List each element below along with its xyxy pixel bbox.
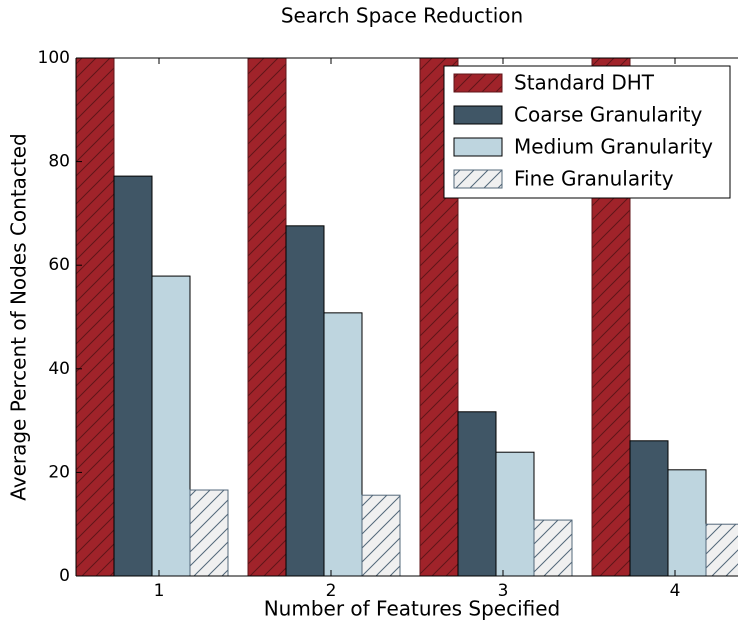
legend-label: Medium Granularity <box>514 135 713 159</box>
legend-swatch <box>453 105 503 125</box>
legend-swatch <box>453 169 503 189</box>
chart-title: Search Space Reduction <box>281 4 523 28</box>
legend-swatch <box>453 73 503 93</box>
legend-label: Coarse Granularity <box>514 103 703 127</box>
y-axis-label: Average Percent of Nodes Contacted <box>7 133 31 501</box>
legend-label: Standard DHT <box>514 71 655 95</box>
bar <box>495 451 535 576</box>
y-tick-label: 20 <box>48 462 70 482</box>
bar <box>113 175 153 576</box>
y-tick-label: 40 <box>48 359 70 379</box>
bar <box>151 275 191 576</box>
bar <box>285 225 325 576</box>
bar <box>705 523 738 576</box>
bar <box>76 58 115 576</box>
bar <box>667 469 707 576</box>
y-tick-label: 100 <box>38 48 70 68</box>
bar <box>247 58 287 576</box>
bar <box>629 440 669 576</box>
bar <box>189 489 229 576</box>
bar <box>361 494 401 576</box>
bar <box>533 519 573 576</box>
x-tick-label: 1 <box>154 581 165 601</box>
x-tick-label: 2 <box>326 581 337 601</box>
bar <box>323 312 363 576</box>
x-tick-label: 4 <box>670 581 681 601</box>
legend-label: Fine Granularity <box>514 167 674 191</box>
y-tick-label: 60 <box>48 255 70 275</box>
legend-swatch <box>453 137 503 157</box>
x-axis-label: Number of Features Specified <box>264 597 561 621</box>
bar <box>457 411 497 576</box>
y-tick-label: 80 <box>48 152 70 172</box>
x-tick-label: 3 <box>498 581 509 601</box>
y-tick-label: 0 <box>59 566 70 586</box>
